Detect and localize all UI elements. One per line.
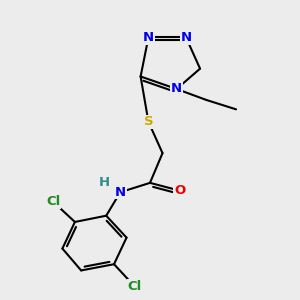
Text: N: N <box>180 31 191 44</box>
Text: Cl: Cl <box>46 195 60 208</box>
Text: N: N <box>143 31 154 44</box>
Text: O: O <box>174 184 185 197</box>
Text: S: S <box>144 115 153 128</box>
Text: N: N <box>171 82 182 95</box>
Text: N: N <box>115 186 126 199</box>
Text: H: H <box>99 176 110 189</box>
Text: Cl: Cl <box>127 280 142 292</box>
